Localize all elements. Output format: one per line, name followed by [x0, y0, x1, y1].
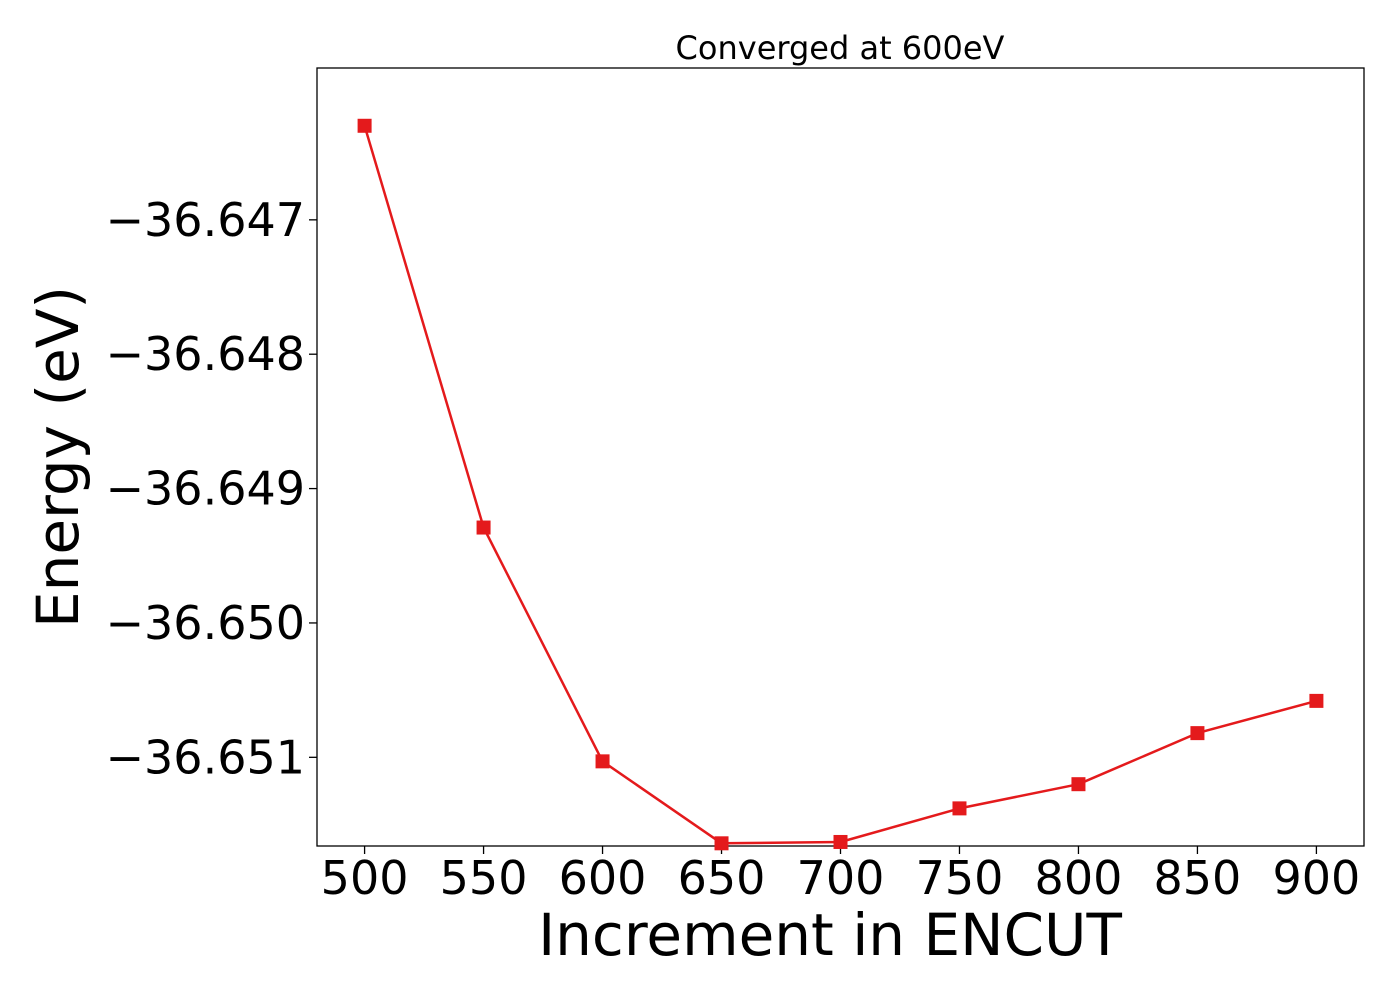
- x-tick-label: 850: [1154, 851, 1242, 905]
- y-tick-label: −36.651: [106, 730, 306, 784]
- y-tick-label: −36.650: [106, 596, 306, 650]
- data-point-marker: [1071, 777, 1086, 792]
- data-point-marker: [833, 834, 848, 849]
- data-point-marker: [714, 836, 729, 851]
- data-point-marker: [1309, 693, 1324, 708]
- x-tick-label: 700: [797, 851, 885, 905]
- x-tick-label: 550: [440, 851, 528, 905]
- y-axis: −36.647 −36.648 −36.649 −36.650 −36.651: [106, 193, 317, 784]
- y-axis-label: Energy (eV): [24, 286, 92, 628]
- chart-title: Converged at 600eV: [676, 29, 1005, 67]
- x-tick-label: 650: [678, 851, 766, 905]
- y-tick-label: −36.649: [106, 462, 306, 516]
- x-tick-label: 900: [1273, 851, 1361, 905]
- series-layer: [357, 118, 1324, 851]
- series-line: [363, 125, 1317, 845]
- data-point-marker: [476, 520, 491, 535]
- data-point-marker: [357, 118, 372, 133]
- x-axis-label: Increment in ENCUT: [538, 901, 1122, 969]
- x-tick-label: 500: [321, 851, 409, 905]
- x-tick-label: 800: [1035, 851, 1123, 905]
- x-axis: 500 550 600 650 700 750 800 850 900: [321, 846, 1361, 905]
- data-point-marker: [595, 754, 610, 769]
- data-point-marker: [1190, 726, 1205, 741]
- x-tick-label: 600: [559, 851, 647, 905]
- x-tick-label: 750: [916, 851, 1004, 905]
- y-tick-label: −36.647: [106, 193, 306, 247]
- y-tick-label: −36.648: [106, 327, 306, 381]
- data-point-marker: [952, 801, 967, 816]
